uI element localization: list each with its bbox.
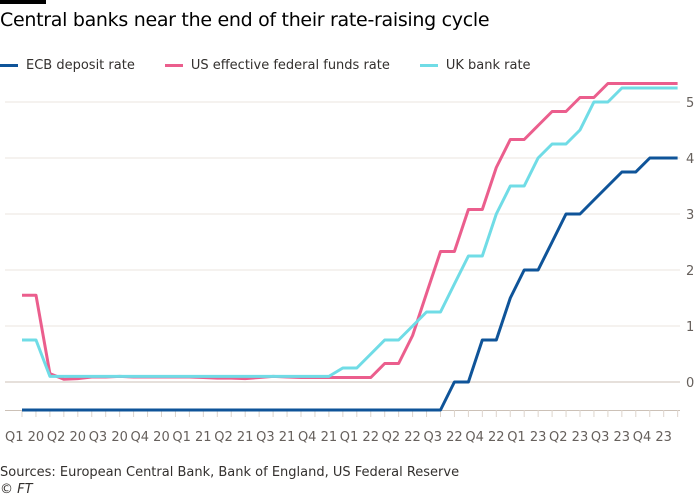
legend-item-us: US effective federal funds rate [164, 58, 390, 73]
x-tick-label: Q3 21 [256, 430, 295, 445]
x-tick-label: Q1 23 [507, 430, 546, 445]
copyright: © FT [0, 482, 33, 497]
x-tick-label: Q1 21 [172, 430, 211, 445]
legend-swatch-uk [419, 64, 438, 67]
ft-brand-bar [0, 0, 46, 4]
series-line-ecb [22, 156, 678, 412]
legend-label-us: US effective federal funds rate [190, 58, 390, 73]
legend-swatch-us [164, 64, 183, 67]
x-tick-label: Q2 21 [214, 430, 253, 445]
y-tick-label: 1 [686, 320, 694, 335]
x-tick-label: Q1 22 [340, 430, 379, 445]
y-tick-label: 2 [686, 264, 694, 279]
legend-item-ecb: ECB deposit rate [0, 58, 135, 73]
x-tick-label: Q4 20 [131, 430, 170, 445]
legend-swatch-ecb [0, 64, 18, 67]
y-tick-label: 3 [686, 208, 694, 223]
legend-item-uk: UK bank rate [419, 58, 531, 73]
legend: ECB deposit rate US effective federal fu… [0, 58, 561, 73]
sources-note: Sources: European Central Bank, Bank of … [0, 465, 460, 480]
x-tick-label: Q4 21 [298, 430, 337, 445]
x-tick-label: Q3 23 [591, 430, 630, 445]
x-tick-label: Q3 20 [89, 430, 128, 445]
y-tick-label: 0 [686, 376, 694, 391]
chart-title: Central banks near the end of their rate… [0, 9, 490, 31]
x-tick-label: Q3 22 [424, 430, 463, 445]
y-tick-label: 5 [686, 96, 694, 111]
x-tick-label: Q2 20 [47, 430, 86, 445]
legend-label-uk: UK bank rate [445, 58, 531, 73]
series-line-uk [22, 86, 678, 378]
series-line-us [22, 82, 678, 381]
x-tick-label: Q1 20 [5, 430, 44, 445]
x-tick-label: Q2 22 [382, 430, 421, 445]
x-tick-label: Q2 23 [549, 430, 588, 445]
y-tick-label: 4 [686, 152, 694, 167]
x-tick-label: Q4 23 [633, 430, 672, 445]
x-tick-label: Q4 22 [465, 430, 504, 445]
legend-label-ecb: ECB deposit rate [26, 58, 135, 73]
